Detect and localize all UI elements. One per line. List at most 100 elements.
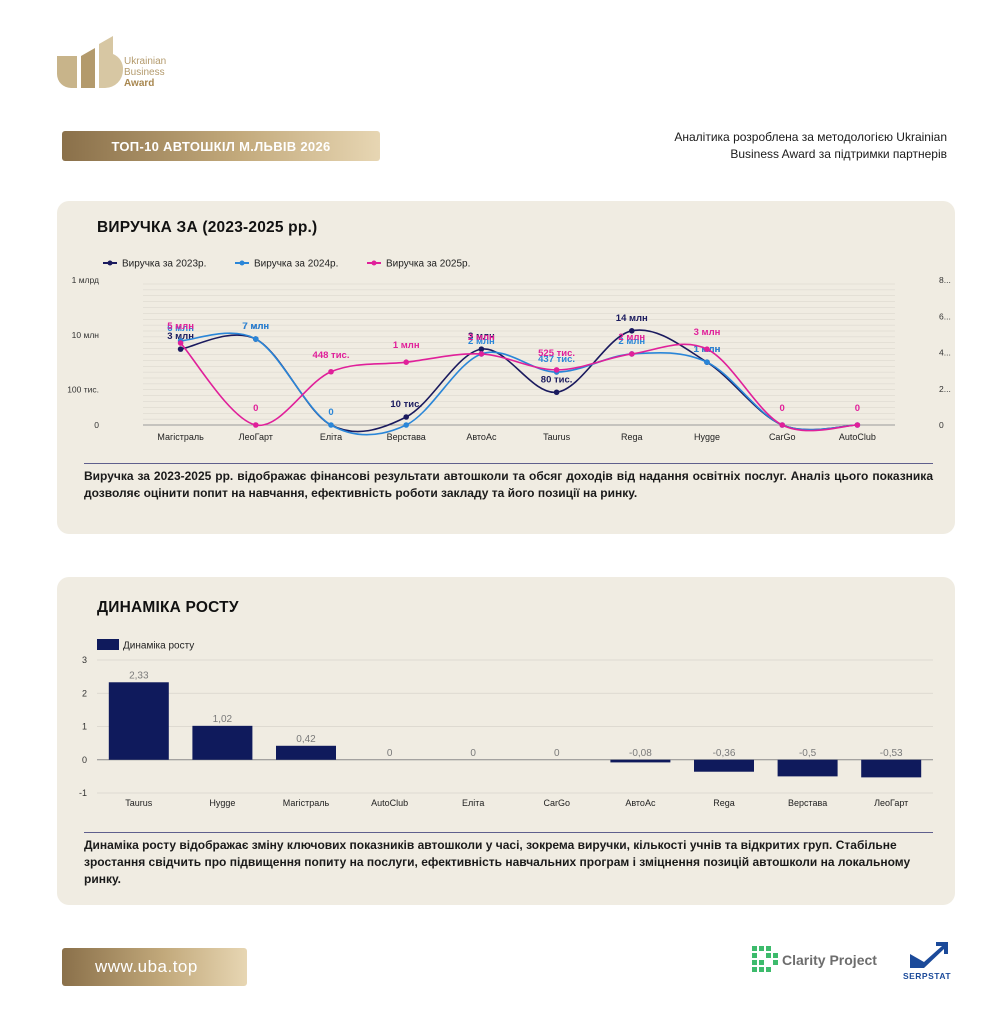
revenue-data-label: 5 млн <box>167 321 194 332</box>
revenue-point <box>629 327 635 334</box>
growth-data-label: 0 <box>554 748 560 759</box>
revenue-point <box>779 422 785 428</box>
revenue-data-label: 2 млн <box>468 332 495 343</box>
revenue-point <box>553 367 560 373</box>
revenue-chart: 0 100 тис. 10 млн 1 млрд 0 2... 4... 6... 8... Ма… <box>67 259 951 443</box>
revenue-data-label: 0 <box>253 403 258 414</box>
revenue-x-label: Верстава <box>387 432 426 442</box>
revenue-data-label: 448 тис. <box>313 350 350 361</box>
growth-legend-label: Динаміка росту <box>123 641 194 652</box>
revenue-data-label: 6 млн <box>167 323 194 334</box>
growth-x-label: Taurus <box>125 798 153 808</box>
growth-x-label: AutoClub <box>371 798 408 808</box>
revenue-data-label: 0 <box>855 403 860 414</box>
revenue-legend-label: Виручка за 2023р. <box>122 259 206 270</box>
growth-y-tick: 0 <box>82 755 87 765</box>
revenue-point <box>253 336 259 342</box>
revenue-x-label: Hygge <box>694 432 720 442</box>
revenue-x-label: Rega <box>621 432 643 442</box>
revenue-point <box>704 346 710 352</box>
revenue-card: ВИРУЧКА ЗА (2023-2025 рр.) 0 100 тис. 10 м… <box>57 201 955 534</box>
growth-x-label: АвтоАс <box>625 798 656 808</box>
growth-y-tick: 2 <box>82 688 87 698</box>
growth-data-label: -0,08 <box>629 748 652 759</box>
revenue-point <box>854 422 861 428</box>
growth-x-label: Rega <box>713 798 735 808</box>
revenue-data-label: 80 тис. <box>541 374 573 385</box>
growth-data-label: -0,5 <box>799 748 817 759</box>
revenue-data-label: 7 млн <box>242 321 269 332</box>
methodology-note-line-2: Business Award за підтримки партнерів <box>730 147 947 161</box>
page-title: ТОП-10 АВТОШКІЛ М.ЛЬВІВ 2026 <box>62 131 380 161</box>
revenue-description: Виручка за 2023-2025 рр. відображає фіна… <box>84 463 933 502</box>
serpstat-arrow-icon <box>910 942 948 968</box>
growth-x-label: Верстава <box>788 798 827 808</box>
revenue-data-label: 1 млн <box>393 340 420 351</box>
growth-data-label: 0,42 <box>296 734 316 745</box>
growth-bar <box>192 725 253 760</box>
growth-description: Динаміка росту відображає зміну ключових… <box>84 832 933 888</box>
logo-text: Ukrainian Business Award <box>124 56 166 89</box>
logo-mark-middle <box>81 48 95 88</box>
revenue-legend-marker <box>107 260 113 266</box>
growth-y-tick: 3 <box>82 655 87 665</box>
growth-data-label: 0 <box>470 748 476 759</box>
revenue-point <box>403 422 410 428</box>
clarity-project-label: Clarity Project <box>782 952 877 968</box>
revenue-x-label: АвтоАс <box>466 432 497 442</box>
revenue-point <box>403 414 410 420</box>
logo-line-2: Business <box>124 67 165 78</box>
revenue-point <box>177 346 184 352</box>
revenue-x-label: AutoClub <box>839 432 876 442</box>
revenue-point <box>704 359 710 365</box>
revenue-x-label: Taurus <box>543 432 571 442</box>
growth-y-tick: 1 <box>82 722 87 732</box>
revenue-point <box>253 422 259 428</box>
revenue-x-label: Еліта <box>320 432 342 442</box>
revenue-legend-marker <box>371 260 377 266</box>
methodology-note-line-1: Аналітика розроблена за методологією Ukr… <box>674 130 947 144</box>
growth-data-label: -0,36 <box>713 748 736 759</box>
methodology-note: Аналітика розроблена за методологією Ukr… <box>627 129 947 163</box>
growth-bar <box>777 759 838 777</box>
revenue-point <box>629 351 635 357</box>
revenue-data-label: 3 млн <box>694 327 721 338</box>
revenue-series-line <box>180 332 858 436</box>
revenue-x-label: ЛеоГарт <box>239 432 273 442</box>
growth-bar <box>694 759 754 772</box>
revenue-data-label: 2 млн <box>618 332 645 343</box>
revenue-data-label: 10 тис. <box>390 399 422 410</box>
growth-x-label: CarGo <box>544 798 571 808</box>
revenue-data-label: 3 млн <box>167 331 194 342</box>
revenue-title: ВИРУЧКА ЗА (2023-2025 рр.) <box>97 219 318 236</box>
clarity-project-logo: Clarity Project <box>752 946 877 974</box>
revenue-y-tick-right: 2... <box>939 384 951 394</box>
logo-mark-left <box>57 56 77 88</box>
revenue-point <box>328 368 334 375</box>
revenue-data-label: 525 тис. <box>538 348 575 359</box>
revenue-y-tick-right: 6... <box>939 311 951 321</box>
logo-mark-right <box>99 36 124 88</box>
growth-bar <box>108 682 169 760</box>
serpstat-label: SERPSTAT <box>902 971 952 981</box>
revenue-x-label: Магістраль <box>157 432 204 442</box>
growth-bar <box>861 759 922 778</box>
revenue-series-line <box>180 329 858 433</box>
growth-card: ДИНАМІКА РОСТУ 3 2 1 0 -1 Динаміка росту 2,33 T… <box>57 577 955 905</box>
website-link[interactable]: www.uba.top <box>62 948 247 986</box>
growth-x-label: ЛеоГарт <box>874 798 908 808</box>
revenue-data-label: 437 тис. <box>538 354 575 365</box>
serpstat-logo: SERPSTAT <box>896 940 958 984</box>
revenue-point <box>478 346 485 352</box>
clarity-grid-icon <box>752 946 778 972</box>
growth-bar <box>276 745 336 760</box>
revenue-y-tick-right: 0 <box>939 420 944 430</box>
revenue-y-tick-left: 10 млн <box>72 330 100 340</box>
growth-data-label: 0 <box>387 748 393 759</box>
revenue-data-label: 2 млн <box>468 336 495 347</box>
revenue-data-label: 0 <box>328 407 333 418</box>
revenue-y-tick-left: 100 тис. <box>67 385 99 395</box>
growth-chart: 3 2 1 0 -1 Динаміка росту 2,33 Taurus 1,02 Hygge 0… <box>79 639 933 808</box>
growth-x-label: Магістраль <box>283 798 330 808</box>
revenue-x-label: CarGo <box>769 432 796 442</box>
